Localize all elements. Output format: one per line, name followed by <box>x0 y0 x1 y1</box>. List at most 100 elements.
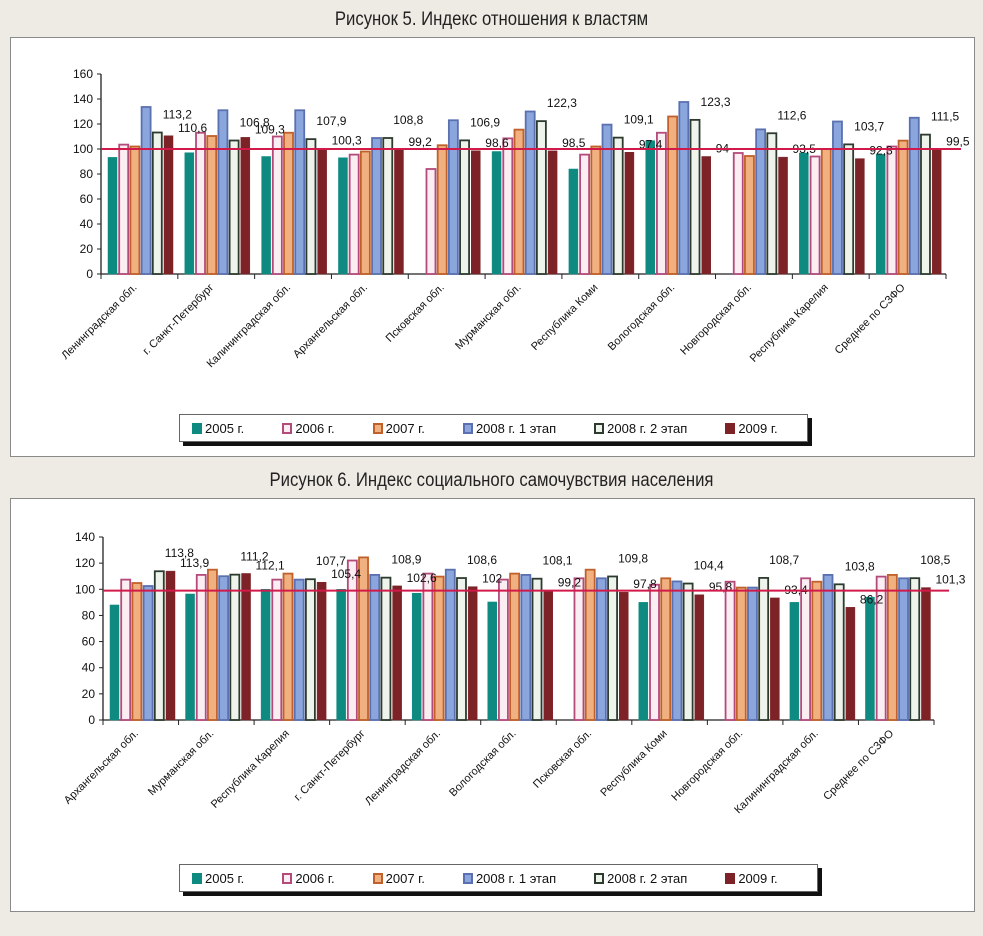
category-label: Ленинградская обл. <box>59 282 139 362</box>
data-label: 108,7 <box>769 553 799 567</box>
bar-2005-г--3 <box>338 157 348 275</box>
category-label: Калининградская обл. <box>205 282 293 370</box>
legend-label: 2008 г. 2 этап <box>607 420 688 436</box>
legend-label: 2007 г. <box>385 420 425 436</box>
legend-item: 2006 г. <box>282 870 335 886</box>
bar-2007-г--5 <box>509 572 521 721</box>
category-label: Среднее по СЗФО <box>821 727 896 802</box>
legend-swatch <box>462 422 473 434</box>
bar-2008-г-1-этап-10 <box>908 116 920 275</box>
bar-2009-г--6 <box>619 591 629 721</box>
bar-2008-г-2-этап-10 <box>909 577 921 721</box>
bar-2006-г--1 <box>195 574 207 721</box>
legend-swatch <box>725 872 736 884</box>
figure-6-legend: 2005 г. 2006 г. 2007 г. 2008 г. 1 этап 2008 … <box>179 864 818 892</box>
bar-2005-г--0 <box>107 157 118 275</box>
bar-2006-г--10 <box>875 575 887 721</box>
y-tick-label: 20 <box>82 687 96 701</box>
bar-2006-г--9 <box>800 577 812 721</box>
bar-2008-г-1-этап-3 <box>371 137 382 275</box>
legend-swatch <box>594 422 605 434</box>
bar-2005-г--10 <box>875 154 886 275</box>
legend-item: 2007 г. <box>372 420 425 436</box>
bar-2008-г-2-этап-2 <box>304 578 316 721</box>
bar-2009-г--2 <box>317 148 327 275</box>
bar-2006-г--3 <box>346 559 358 721</box>
bar-2005-г--5 <box>491 151 502 275</box>
category-label: Новгородская обл. <box>669 728 745 804</box>
y-tick-label: 140 <box>75 530 95 544</box>
data-label: 102 <box>482 572 502 586</box>
legend-item: 2006 г. <box>282 421 335 436</box>
bar-2008-г-1-этап-7 <box>671 580 683 721</box>
category-label: Республика Карелия <box>209 728 292 811</box>
bar-2007-г--10 <box>886 574 898 721</box>
bar-2006-г--8 <box>732 152 744 275</box>
category-label: Ленинградская обл. <box>363 728 443 808</box>
bar-2006-г--5 <box>502 137 514 275</box>
legend-swatch <box>192 872 202 884</box>
data-label: 108,6 <box>467 553 497 567</box>
category-label: Новгородская обл. <box>678 282 754 358</box>
legend-label: 2007 г. <box>385 870 425 886</box>
bar-2007-г--4 <box>433 575 445 721</box>
data-label: 95,8 <box>709 580 733 594</box>
bar-2008-г-2-этап-0 <box>151 131 163 275</box>
bar-2008-г-2-этап-7 <box>682 582 694 721</box>
bar-2006-г--3 <box>348 153 360 275</box>
y-tick-label: 120 <box>75 556 95 570</box>
bar-2006-г--0 <box>118 143 130 275</box>
data-label: 112,1 <box>256 558 285 572</box>
bar-2008-г-2-этап-5 <box>535 120 547 275</box>
data-label: 108,1 <box>543 554 573 568</box>
legend-label: 2005 г. <box>205 870 245 886</box>
y-tick-label: 60 <box>80 192 94 206</box>
bar-2008-г-1-этап-0 <box>140 106 152 275</box>
legend-swatch <box>282 422 293 434</box>
bar-2005-г--2 <box>261 156 271 275</box>
legend-item: 2008 г. 2 этап <box>594 871 687 886</box>
data-label: 103,8 <box>845 559 875 573</box>
bar-2009-г--8 <box>778 156 788 275</box>
data-label: 99,2 <box>558 575 582 589</box>
bar-2007-г--4 <box>436 144 448 275</box>
data-label: 107,9 <box>316 114 346 128</box>
legend-swatch <box>462 872 473 884</box>
bar-2008-г-1-этап-8 <box>747 586 758 721</box>
bar-2006-г--6 <box>579 153 591 275</box>
bar-2005-г--3 <box>336 589 346 721</box>
bar-2008-г-1-этап-4 <box>447 119 459 275</box>
bar-2009-г--3 <box>392 585 402 721</box>
data-label: 111,5 <box>931 110 960 124</box>
bar-2009-г--10 <box>921 587 931 721</box>
legend-item: 2008 г. 1 этап <box>462 871 556 886</box>
bar-2009-г--5 <box>547 150 558 275</box>
bar-2007-г--8 <box>744 155 755 275</box>
bar-2006-г--5 <box>498 578 509 721</box>
bar-2008-г-1-этап-1 <box>217 109 229 275</box>
legend-label: 2008 г. 2 этап <box>607 870 688 886</box>
bar-2009-г--4 <box>471 150 481 275</box>
category-label: Республика Коми <box>529 282 600 353</box>
legend-item: 2005 г. <box>192 421 244 436</box>
bar-2005-г--1 <box>185 593 195 721</box>
legend-item: 2007 г. <box>372 870 425 886</box>
bar-2007-г--1 <box>206 135 218 275</box>
bar-2005-г--5 <box>487 601 497 721</box>
bar-2008-г-2-этап-6 <box>607 575 618 721</box>
bar-2009-г--0 <box>163 135 174 275</box>
y-tick-label: 60 <box>82 635 96 649</box>
bar-2006-г--2 <box>271 135 283 275</box>
bar-2008-г-2-этап-1 <box>228 139 240 275</box>
category-label: Вологодская обл. <box>606 282 677 353</box>
y-tick-label: 120 <box>73 117 93 131</box>
bar-2007-г--6 <box>584 568 596 721</box>
y-tick-label: 80 <box>80 167 94 181</box>
bar-2009-г--5 <box>543 590 553 721</box>
legend-label: 2008 г. 1 этап <box>475 420 557 436</box>
y-tick-label: 0 <box>86 267 93 281</box>
bar-2009-г--9 <box>845 607 856 721</box>
figure-6-title: Рисунок 6. Индекс социального самочувств… <box>269 470 714 491</box>
bar-2007-г--5 <box>513 128 525 275</box>
legend-label: 2006 г. <box>295 870 335 886</box>
